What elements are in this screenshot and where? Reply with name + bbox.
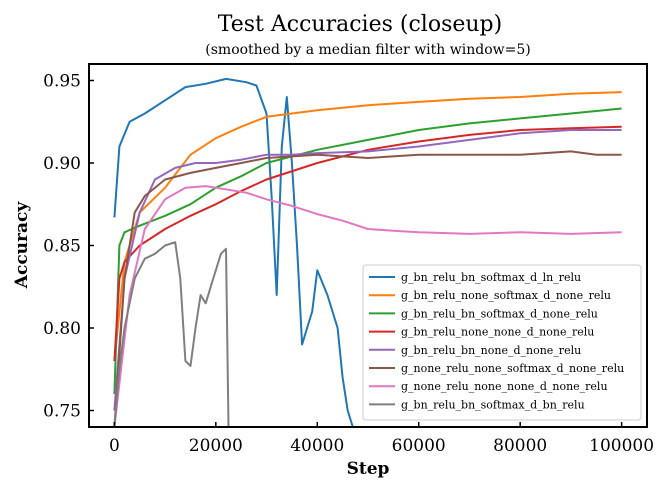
legend: g_bn_relu_bn_softmax_d_ln_relu g_bn_relu_… <box>362 264 642 421</box>
y-axis: 0.75 0.80 0.85 0.90 0.95 <box>43 72 94 422</box>
legend-label: g_bn_relu_none_none_d_none_relu <box>401 326 594 339</box>
x-tick-label: 100000 <box>589 436 654 456</box>
legend-label: g_bn_relu_bn_none_d_none_relu <box>401 344 581 357</box>
series-line-0 <box>113 77 354 427</box>
y-axis-label: Accuracy <box>12 201 32 290</box>
series-line-3 <box>113 125 622 362</box>
series-line-5 <box>113 150 622 427</box>
series-layer <box>113 77 622 427</box>
legend-frame <box>362 264 642 421</box>
legend-label: g_bn_relu_bn_softmax_d_bn_relu <box>401 398 585 411</box>
y-tick-label: 0.90 <box>43 154 81 174</box>
y-tick-label: 0.80 <box>43 319 81 339</box>
series-line-6 <box>113 185 622 427</box>
legend-label: g_none_relu_none_none_d_none_relu <box>401 380 608 393</box>
legend-label: g_none_relu_none_softmax_d_none_relu <box>401 362 624 375</box>
legend-label: g_bn_relu_bn_softmax_d_ln_relu <box>401 271 581 284</box>
legend-label: g_bn_relu_bn_softmax_d_none_relu <box>401 307 598 320</box>
chart-subtitle: (smoothed by a median filter with window… <box>205 42 530 58</box>
x-axis: 0 20000 40000 60000 80000 100000 <box>109 422 654 456</box>
y-tick-label: 0.75 <box>43 402 81 422</box>
series-line-4 <box>113 129 622 411</box>
y-tick-label: 0.85 <box>43 237 81 257</box>
series-line-1 <box>113 91 622 362</box>
y-tick-label: 0.95 <box>43 72 81 92</box>
chart-title: Test Accuracies (closeup) <box>218 12 502 37</box>
x-tick-label: 80000 <box>493 436 547 456</box>
series-line-7 <box>113 241 230 427</box>
x-tick-label: 60000 <box>392 436 446 456</box>
legend-label: g_bn_relu_none_softmax_d_none_relu <box>401 289 611 302</box>
x-tick-label: 20000 <box>189 436 243 456</box>
x-tick-label: 40000 <box>290 436 344 456</box>
x-axis-label: Step <box>347 459 390 479</box>
x-tick-label: 0 <box>109 436 120 456</box>
